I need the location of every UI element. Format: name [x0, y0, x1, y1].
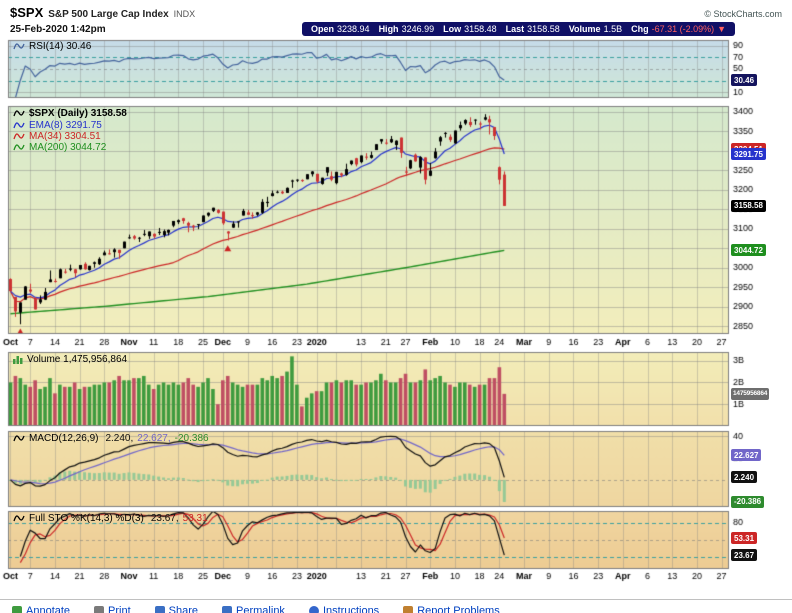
- quote-last: Last 3158.58: [505, 24, 560, 34]
- footer-toolbar: Annotate Print Share Permalink Instructi…: [0, 599, 792, 613]
- symbol: $SPX: [10, 5, 44, 20]
- permalink-link[interactable]: Permalink: [222, 605, 285, 613]
- chart-header: $SPX S&P 500 Large Cap Index INDX © Stoc…: [0, 0, 792, 36]
- share-link[interactable]: Share: [154, 605, 198, 613]
- warning-icon: [403, 606, 414, 613]
- quote-low: Low 3158.48: [443, 24, 497, 34]
- quote-volume: Volume 1.5B: [568, 24, 623, 34]
- index-name: S&P 500 Large Cap Index: [48, 9, 169, 20]
- link-icon: [222, 606, 233, 613]
- share-icon: [154, 606, 165, 613]
- print-link[interactable]: Print: [94, 605, 131, 613]
- help-icon: [308, 606, 319, 613]
- datetime: 25-Feb-2020 1:42pm: [10, 23, 106, 35]
- annotate-link[interactable]: Annotate: [12, 605, 70, 613]
- exchange-label: INDX: [173, 9, 196, 19]
- printer-icon: [94, 606, 105, 613]
- quote-open: Open 3238.94: [311, 24, 370, 34]
- quote-change: Chg -67.31 (-2.09%) ▼: [631, 24, 727, 34]
- copyright: © StockCharts.com: [704, 9, 782, 19]
- pencil-icon: [12, 606, 22, 613]
- quote-high: High 3246.99: [378, 24, 435, 34]
- title-row: $SPX S&P 500 Large Cap Index INDX © Stoc…: [0, 0, 792, 20]
- instructions-link[interactable]: Instructions: [308, 605, 379, 613]
- quote-row: 25-Feb-2020 1:42pm Open 3238.94 High 3246.…: [0, 20, 792, 36]
- quote-bar: Open 3238.94 High 3246.99 Low 3158.48 Last 3…: [302, 22, 736, 36]
- down-arrow-icon: ▼: [717, 24, 727, 34]
- report-problems-link[interactable]: Report Problems: [403, 605, 500, 613]
